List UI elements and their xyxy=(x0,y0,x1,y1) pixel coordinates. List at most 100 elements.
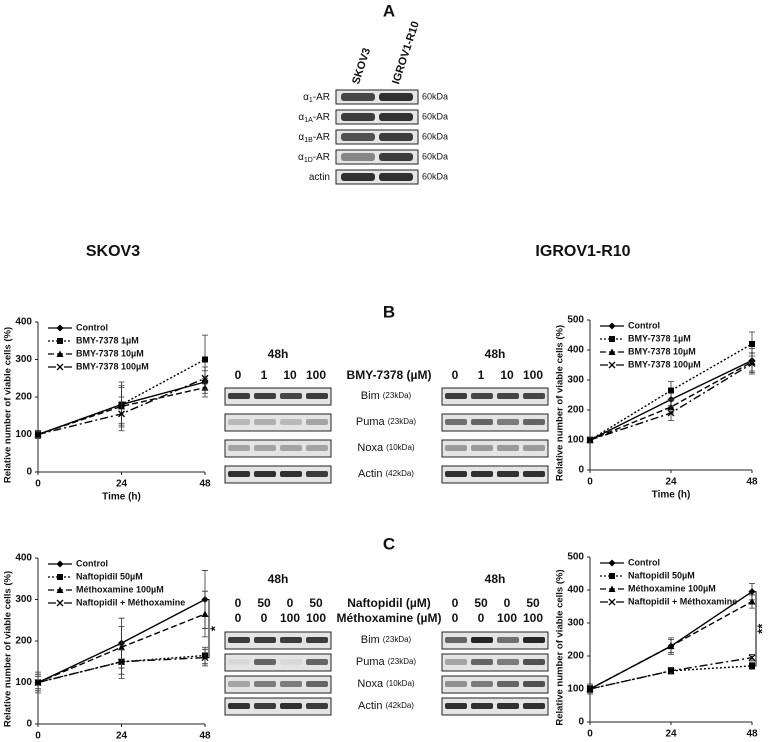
blot-box xyxy=(224,465,332,484)
blot-band xyxy=(254,681,276,687)
blot-band xyxy=(471,471,493,477)
blot-band xyxy=(379,173,413,181)
blot-band xyxy=(523,419,545,425)
marker xyxy=(749,662,755,669)
blot-band xyxy=(280,393,302,399)
cell-line-header: SKOV3 xyxy=(86,243,140,260)
y-tick-label: 200 xyxy=(15,636,32,647)
y-axis-label: Relative number of viable cells (%) xyxy=(3,571,14,727)
protein-size: (10kDa) xyxy=(386,443,415,452)
blot-band xyxy=(228,419,250,425)
blot-band xyxy=(379,153,413,161)
blot-band xyxy=(306,419,328,425)
blot-label-part: -AR xyxy=(313,112,330,123)
blot-label: α1D-AR xyxy=(298,152,330,165)
blot-band xyxy=(471,681,493,687)
blot-label-part: 1B xyxy=(304,137,313,144)
marker xyxy=(748,598,756,605)
series-line xyxy=(589,665,753,690)
y-tick-label: 400 xyxy=(567,585,584,596)
legend-label: BMY-7378 10µM xyxy=(628,346,696,356)
treatment-label: BMY-7378 (µM) xyxy=(347,368,432,382)
lane-label: 50 xyxy=(257,596,271,610)
marker xyxy=(608,348,616,355)
blot-band xyxy=(341,173,375,181)
blot-box xyxy=(224,387,332,406)
y-tick-label: 400 xyxy=(15,317,32,328)
y-tick-label: 400 xyxy=(567,345,584,356)
blot-label-part: α xyxy=(298,152,304,163)
blot-band xyxy=(379,133,413,141)
y-tick-label: 400 xyxy=(15,553,32,564)
protein-size: (10kDa) xyxy=(386,679,415,688)
marker xyxy=(609,336,615,342)
blot-band xyxy=(306,393,328,399)
blot-band xyxy=(471,393,493,399)
blot-band xyxy=(497,637,519,643)
legend-label: Control xyxy=(628,320,660,330)
treatment-label: Méthoxamine (µM) xyxy=(337,611,442,625)
legend-label: BMY-7378 100µM xyxy=(628,359,701,369)
blot-band xyxy=(471,659,493,665)
cell-line-header: IGROV1-R10 xyxy=(535,243,630,260)
blot-band xyxy=(254,393,276,399)
protein-size: (42kDa) xyxy=(386,469,415,478)
blot-band xyxy=(280,681,302,687)
blot-band xyxy=(523,681,545,687)
marker xyxy=(609,573,615,579)
marker xyxy=(34,679,42,686)
legend-label: Méthoxamine 100µM xyxy=(628,583,716,593)
significance-mark: ** xyxy=(754,623,769,634)
blot-band xyxy=(254,445,276,451)
marker xyxy=(748,654,756,662)
marker xyxy=(56,363,64,371)
molecular-weight: 60kDa xyxy=(422,171,448,181)
blot-band xyxy=(523,393,545,399)
blot-band xyxy=(341,93,375,101)
y-tick-label: 0 xyxy=(26,719,32,730)
marker xyxy=(667,667,675,675)
legend-label: BMY-7378 1µM xyxy=(628,333,691,343)
molecular-weight: 60kDa xyxy=(422,151,448,161)
marker xyxy=(748,360,756,367)
y-tick-label: 200 xyxy=(567,651,584,662)
blot-band xyxy=(497,419,519,425)
x-tick-label: 0 xyxy=(35,479,41,490)
y-tick-label: 100 xyxy=(15,429,32,440)
blot-band xyxy=(445,419,467,425)
blot-label-part: 1A xyxy=(304,117,313,124)
blot-box xyxy=(224,653,332,672)
blot-label-part: -AR xyxy=(313,152,330,163)
x-tick-label: 0 xyxy=(587,477,593,488)
legend-label: Control xyxy=(628,557,660,567)
time-label: 48h xyxy=(485,572,506,586)
blot-box xyxy=(224,675,332,694)
y-tick-label: 200 xyxy=(567,405,584,416)
protein-size: (23kDa) xyxy=(388,657,417,666)
protein-label: Bim (23kDa) xyxy=(361,634,412,646)
significance-bracket xyxy=(206,599,210,659)
lane-label: 1 xyxy=(261,368,268,382)
blot-band xyxy=(280,659,302,665)
molecular-weight: 60kDa xyxy=(422,91,448,101)
blot-band xyxy=(228,659,250,665)
protein-label: Puma (23kDa) xyxy=(356,656,417,668)
blot-band xyxy=(471,445,493,451)
blot-band xyxy=(306,471,328,477)
legend-label: Naftopidil 50µM xyxy=(628,570,695,580)
blot-band xyxy=(471,419,493,425)
marker xyxy=(749,341,755,347)
blot-box xyxy=(224,413,332,432)
blot-box xyxy=(441,413,549,432)
marker xyxy=(201,654,209,662)
lane-label: 0 xyxy=(235,611,242,625)
y-tick-label: 300 xyxy=(15,354,32,365)
blot-band xyxy=(379,93,413,101)
marker xyxy=(608,322,616,330)
marker xyxy=(608,559,616,567)
lane-label: 100 xyxy=(497,611,517,625)
x-tick-label: 0 xyxy=(587,729,593,740)
lane-label: 50 xyxy=(474,596,488,610)
blot-label-part: 1D xyxy=(304,157,313,164)
